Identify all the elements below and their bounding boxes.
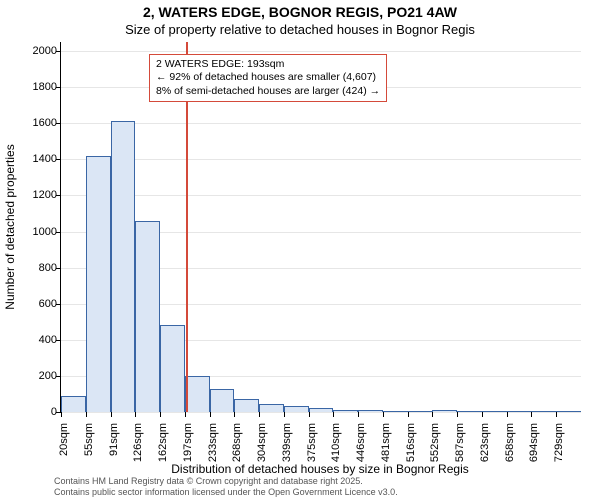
xtick-mark [383,412,384,417]
histogram-bar [531,411,556,412]
xtick-mark [408,412,409,417]
chart-container: 2, WATERS EDGE, BOGNOR REGIS, PO21 4AW S… [0,0,600,500]
ytick-label: 400 [7,334,57,346]
histogram-bar [86,156,111,412]
gridline [61,51,581,52]
histogram-bar [432,410,457,412]
histogram-bar [408,411,433,412]
chart-title-main: 2, WATERS EDGE, BOGNOR REGIS, PO21 4AW [0,4,600,20]
ytick-label: 200 [7,370,57,382]
xtick-mark [210,412,211,417]
x-axis-label: Distribution of detached houses by size … [60,462,580,476]
annotation-box: 2 WATERS EDGE: 193sqm ← 92% of detached … [149,54,387,102]
annotation-line-2: ← 92% of detached houses are smaller (4,… [156,71,380,84]
ytick-label: 1800 [7,81,57,93]
ytick-label: 800 [7,262,57,274]
xtick-mark [234,412,235,417]
histogram-bar [210,389,235,412]
xtick-mark [531,412,532,417]
histogram-bar [61,396,86,412]
xtick-mark [259,412,260,417]
histogram-bar [556,411,581,412]
xtick-mark [507,412,508,417]
histogram-bar [234,399,259,412]
histogram-bar [482,411,507,412]
histogram-bar [111,121,136,412]
histogram-bar [284,406,309,412]
histogram-bar [358,410,383,412]
ytick-label: 1200 [7,189,57,201]
footer-line-1: Contains HM Land Registry data © Crown c… [54,476,398,487]
ytick-label: 600 [7,298,57,310]
xtick-mark [333,412,334,417]
histogram-bar [160,325,185,412]
histogram-bar [507,411,532,412]
histogram-bar [457,411,482,412]
gridline [61,159,581,160]
xtick-mark [135,412,136,417]
annotation-line-1: 2 WATERS EDGE: 193sqm [156,58,380,71]
ytick-label: 1000 [7,226,57,238]
xtick-mark [185,412,186,417]
histogram-bar [135,221,160,412]
chart-title-sub: Size of property relative to detached ho… [0,22,600,37]
xtick-mark [482,412,483,417]
ytick-label: 0 [7,406,57,418]
gridline [61,195,581,196]
xtick-mark [358,412,359,417]
footer-attribution: Contains HM Land Registry data © Crown c… [54,476,398,498]
histogram-bar [383,411,408,412]
xtick-mark [432,412,433,417]
xtick-mark [457,412,458,417]
ytick-label: 1600 [7,117,57,129]
histogram-bar [309,408,334,412]
histogram-bar [259,404,284,412]
histogram-bar [185,376,210,412]
xtick-mark [61,412,62,417]
plot-area: 020040060080010001200140016001800200020s… [60,42,581,413]
xtick-mark [556,412,557,417]
xtick-mark [111,412,112,417]
xtick-mark [86,412,87,417]
footer-line-2: Contains public sector information licen… [54,487,398,498]
ytick-label: 1400 [7,153,57,165]
ytick-label: 2000 [7,45,57,57]
xtick-mark [309,412,310,417]
gridline [61,412,581,413]
gridline [61,123,581,124]
annotation-line-3: 8% of semi-detached houses are larger (4… [156,85,380,98]
xtick-mark [284,412,285,417]
histogram-bar [333,410,358,412]
xtick-mark [160,412,161,417]
